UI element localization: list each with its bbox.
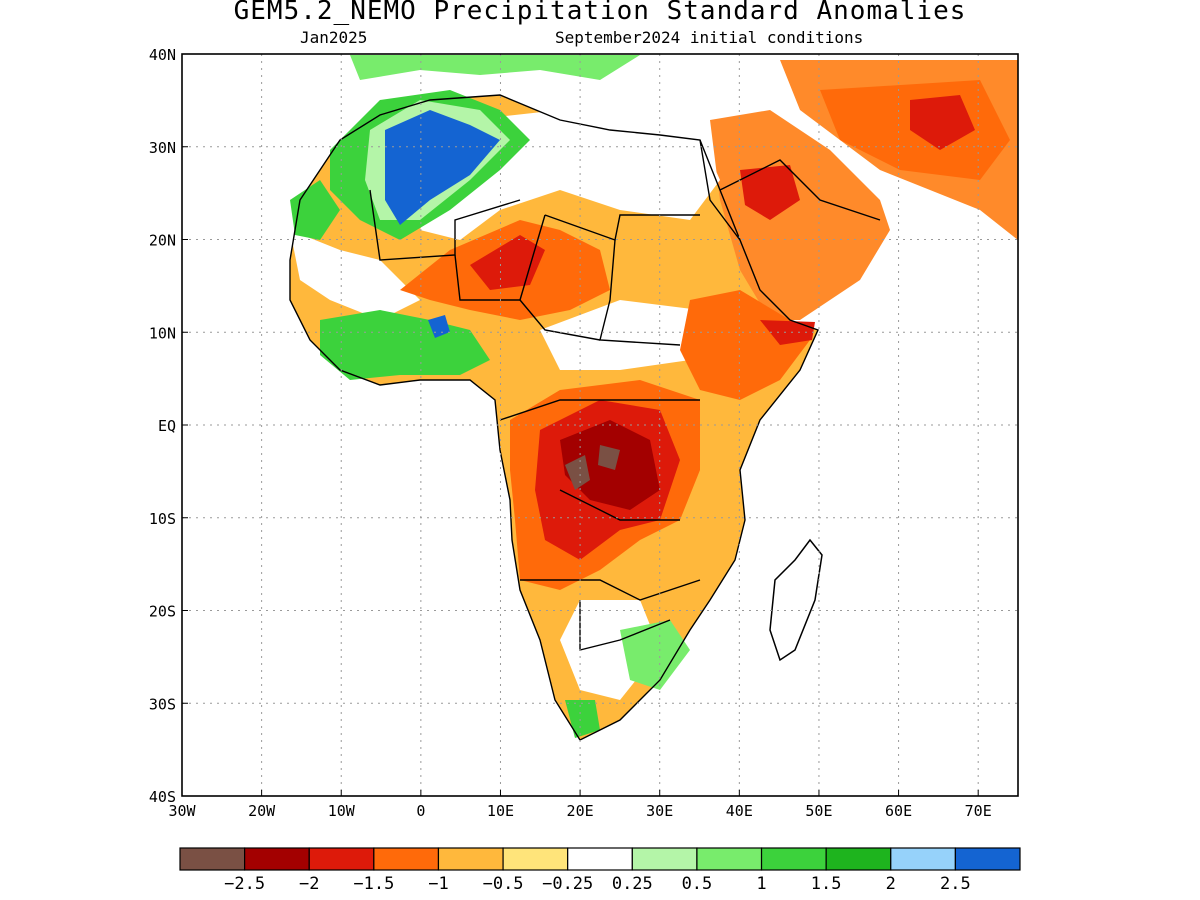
- madagascar: [769, 538, 823, 662]
- colorbar-swatch: [760, 847, 827, 871]
- colorbar-swatch: [502, 847, 569, 871]
- x-tick-label: 30W: [168, 802, 196, 820]
- colorbar-swatch: [437, 847, 504, 871]
- colorbar-label: −0.25: [542, 874, 593, 894]
- colorbar-swatch: [244, 847, 310, 871]
- y-tick-label: 20N: [149, 232, 176, 250]
- colorbar-swatch: [308, 847, 375, 871]
- map-content: [289, 55, 1018, 741]
- colorbar-swatch: [825, 847, 892, 871]
- colorbar-swatch: [631, 847, 698, 871]
- guinea-blue-spot: [428, 315, 450, 338]
- arabia-dry-red: [740, 165, 800, 220]
- sahel-dry-red: [470, 235, 545, 290]
- x-tick-label: 50E: [805, 802, 832, 820]
- arabia-landmass: [710, 110, 890, 320]
- colorbar-swatch: [954, 847, 1021, 871]
- x-tick-label: 20W: [248, 802, 276, 820]
- y-tick-label: 40N: [149, 46, 176, 64]
- colorbar-label: 2: [886, 874, 896, 894]
- central-dry-brown-2: [598, 445, 620, 470]
- x-tick-label: 0: [416, 802, 425, 820]
- colorbar-label: −0.5: [483, 874, 524, 894]
- x-tick-label: 60E: [885, 802, 912, 820]
- colorbar-label: 0.25: [612, 874, 653, 894]
- colorbar-swatch: [373, 847, 440, 871]
- iran-dry-core: [910, 95, 975, 150]
- x-tick-label: 30E: [646, 802, 673, 820]
- y-tick-label: 20S: [149, 603, 176, 621]
- colorbar-label: 1: [756, 874, 766, 894]
- colorbar-label: −1: [428, 874, 448, 894]
- y-tick-label: 40S: [149, 788, 176, 806]
- colorbar-label: −2: [299, 874, 319, 894]
- forecast-month: Jan2025: [300, 28, 368, 47]
- colorbar-label: −2.5: [224, 874, 265, 894]
- colorbar-label: 0.5: [682, 874, 713, 894]
- sahara-wet-blue: [385, 110, 500, 225]
- colorbar-swatch: [890, 847, 956, 871]
- colorbar-label: 1.5: [811, 874, 842, 894]
- colorbar-label: −1.5: [353, 874, 394, 894]
- x-tick-label: 40E: [726, 802, 753, 820]
- colorbar-swatch: [696, 847, 763, 871]
- white-west-africa: [290, 230, 420, 320]
- x-tick-label: 10W: [328, 802, 356, 820]
- horn-dry-orange: [680, 290, 810, 400]
- cape-green: [565, 700, 600, 738]
- y-tick-label: 30S: [149, 695, 176, 713]
- y-tick-label: 30N: [149, 139, 176, 157]
- x-tick-label: 10E: [487, 802, 514, 820]
- map-title: GEM5.2_NEMO Precipitation Standard Anoma…: [233, 0, 967, 26]
- north-coast-green: [350, 55, 640, 80]
- horn-dry-red: [760, 320, 815, 345]
- white-east: [540, 300, 700, 370]
- central-dry-brown: [565, 455, 590, 490]
- x-axis-ticks: 30W 20W 10W 0 10E 20E 30E 40E 50E 60E 70E: [168, 790, 992, 820]
- y-tick-label: 10N: [149, 324, 176, 342]
- colorbar-swatch: [567, 847, 633, 871]
- x-tick-label: 20E: [567, 802, 594, 820]
- country-borders: [289, 94, 881, 741]
- y-tick-label: EQ: [158, 417, 176, 435]
- grid-lines: [182, 54, 1018, 796]
- southern-africa-green: [620, 620, 690, 690]
- y-tick-label: 10S: [149, 510, 176, 528]
- colorbar-swatch: [179, 847, 246, 871]
- initial-conditions: September2024 initial conditions: [555, 28, 864, 47]
- colorbar: −2.5 −2 −1.5 −1 −0.5 −0.25 0.25 0.5 1 1.5 2 2.5: [179, 847, 1021, 894]
- colorbar-label: 2.5: [940, 874, 971, 894]
- y-axis-ticks: 40N 30N 20N 10N EQ 10S 20S 30S 40S: [149, 46, 188, 806]
- x-tick-label: 70E: [965, 802, 992, 820]
